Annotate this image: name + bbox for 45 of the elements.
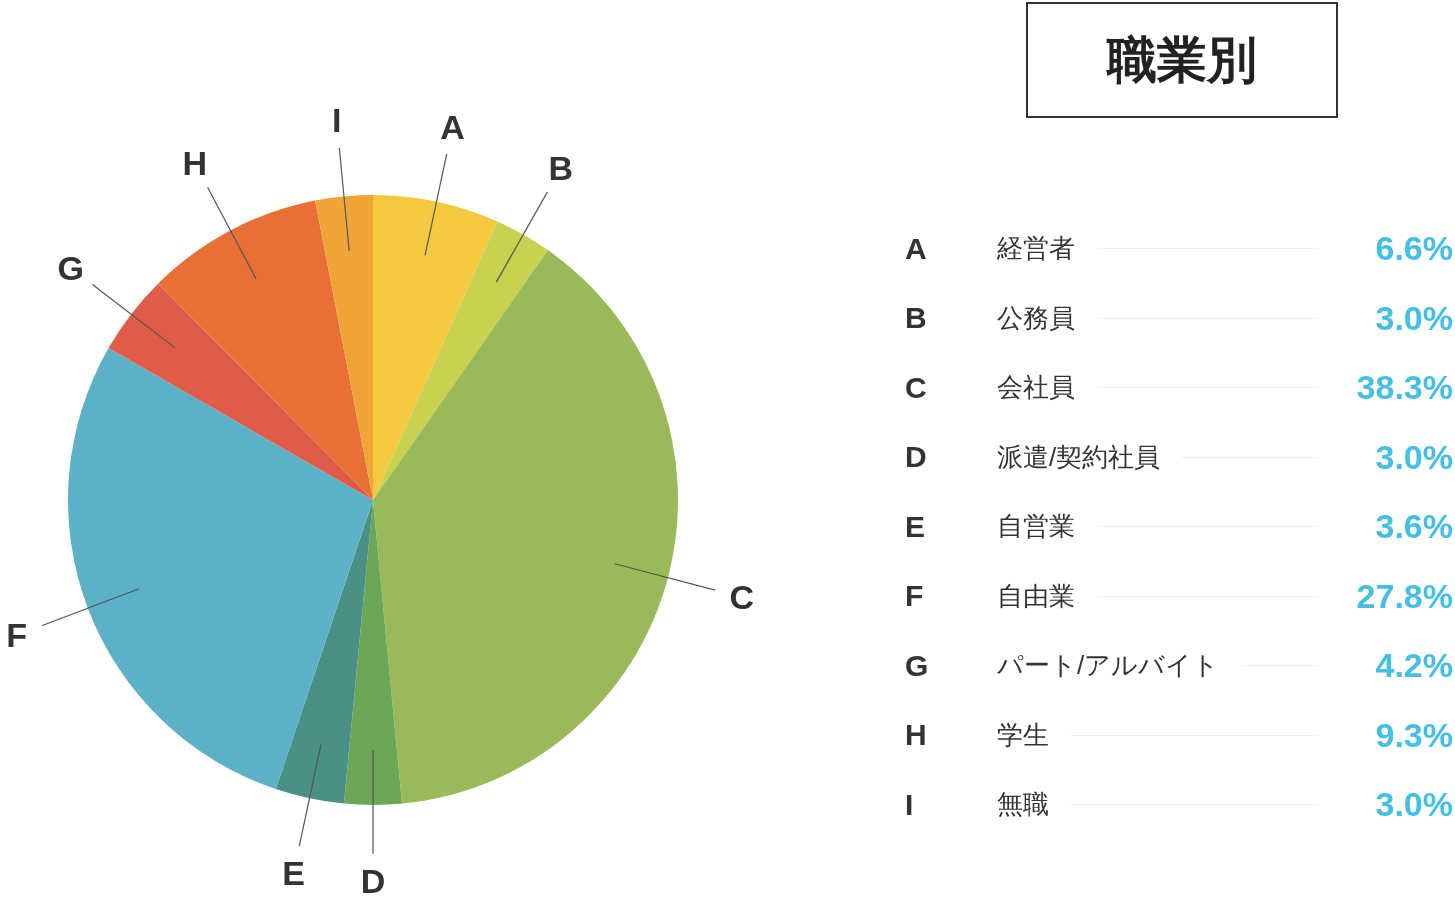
text: パート/アルバイト xyxy=(997,650,1220,681)
category-label: B xyxy=(905,301,927,335)
text: 経営者 xyxy=(997,233,1075,264)
slice-label: C xyxy=(905,370,928,405)
category-label: A xyxy=(905,231,927,265)
pie-slice xyxy=(373,195,498,500)
text: 27.8% xyxy=(1356,576,1453,615)
category-label: G xyxy=(905,648,929,682)
text: 自営業 xyxy=(997,511,1075,542)
slice-label: I xyxy=(331,101,342,140)
category-label: E xyxy=(905,509,926,543)
slice-label: C xyxy=(729,578,754,617)
text: 公務員 xyxy=(997,302,1075,333)
text: 自由業 xyxy=(997,580,1075,611)
slice-label: D xyxy=(360,862,386,899)
pie-slice xyxy=(68,348,373,790)
text: 派遣/契約社員 xyxy=(997,441,1161,472)
text: 9.3% xyxy=(1375,715,1453,754)
text: 会社員 xyxy=(997,372,1075,403)
pie-slice xyxy=(373,250,678,804)
category-label: H xyxy=(905,718,927,752)
category-label: I xyxy=(905,787,914,821)
slice-label: H xyxy=(182,143,208,182)
text: 3.0% xyxy=(1375,785,1453,824)
text: 4.2% xyxy=(1375,646,1453,685)
text: 無職 xyxy=(997,789,1049,820)
slice-label: G xyxy=(57,248,84,287)
text: 学生 xyxy=(997,719,1049,750)
slice-label: F xyxy=(6,616,27,655)
pie-slice xyxy=(315,195,373,500)
slice-label: E xyxy=(282,853,305,892)
pie-slice xyxy=(275,500,373,804)
pie-slice xyxy=(373,221,548,500)
pie-slice xyxy=(108,283,373,500)
slice-label: A xyxy=(440,108,465,147)
category-label: D xyxy=(905,440,927,474)
slice-label: B xyxy=(548,149,574,188)
text: 6.6% xyxy=(1375,229,1453,268)
category-label: F xyxy=(905,579,924,613)
text: 3.0% xyxy=(1375,437,1453,476)
text: 3.0% xyxy=(1375,298,1453,337)
pie-slice xyxy=(158,200,373,500)
text: 38.3% xyxy=(1356,368,1453,407)
text: 3.6% xyxy=(1375,507,1453,546)
text: 職業別 xyxy=(1026,2,1338,118)
